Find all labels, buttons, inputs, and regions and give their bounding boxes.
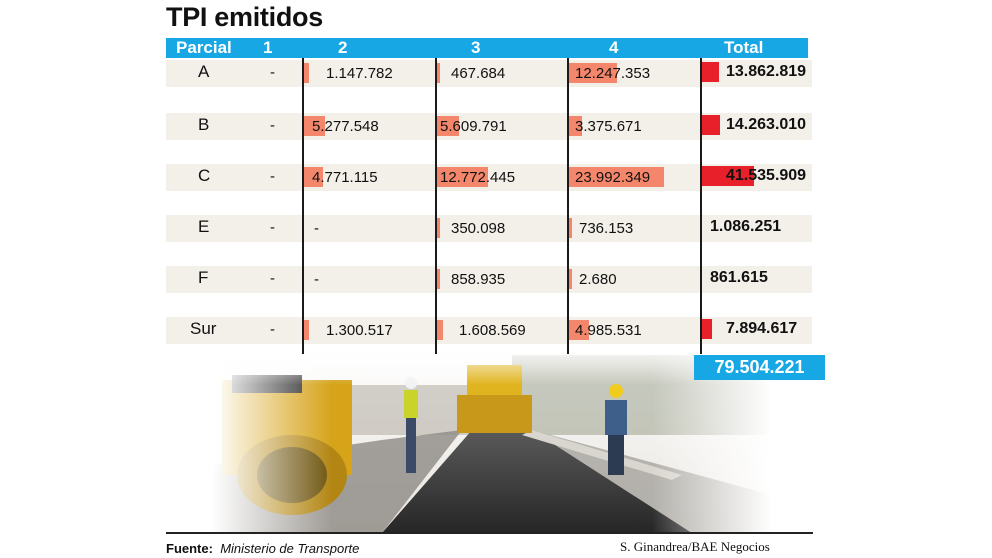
column-divider	[435, 58, 437, 354]
bar-c4	[569, 269, 572, 289]
bar-c2	[304, 63, 309, 83]
column-divider	[700, 58, 702, 354]
bar-c3	[437, 320, 443, 340]
cell-c2: 1.147.782	[326, 65, 393, 82]
row-label: A	[198, 62, 210, 81]
bar-c4	[569, 167, 664, 187]
row-label: Sur	[190, 319, 217, 338]
cell-c3: 350.098	[451, 220, 506, 237]
bar-c4	[569, 63, 617, 83]
source-note: Fuente: Ministerio de Transporte	[166, 541, 359, 556]
cell-c4: 4.985.531	[575, 322, 642, 339]
cell-c2: 4.771.115	[312, 169, 378, 186]
road-construction-photo	[212, 345, 772, 533]
grand-total: 79.504.221	[694, 355, 825, 380]
bar-total	[702, 319, 712, 339]
bar-c2	[304, 320, 309, 340]
cell-c3: 5.609.791	[440, 118, 507, 135]
column-divider	[302, 58, 304, 354]
header-total: Total	[724, 38, 764, 57]
cell-c4: 3.375.671	[575, 118, 642, 135]
row-label: C	[198, 166, 211, 185]
cell-total: 7.894.617	[726, 320, 798, 337]
cell-col-1: -	[270, 219, 275, 236]
cell-col-1: -	[270, 270, 275, 287]
cell-c2: -	[314, 220, 319, 237]
cell-c4: 736.153	[579, 220, 634, 237]
cell-c4: 2.680	[579, 271, 617, 288]
cell-total: 1.086.251	[710, 218, 782, 235]
bar-c4	[569, 320, 589, 340]
header-col-1: 1	[263, 38, 273, 57]
bar-total	[702, 115, 720, 135]
column-divider	[567, 58, 569, 354]
row-label: B	[198, 115, 210, 134]
footer-divider	[166, 532, 813, 534]
cell-c4: 23.992.349	[575, 169, 651, 186]
header-col-2: 2	[338, 38, 348, 57]
table-row	[166, 266, 812, 293]
cell-total: 13.862.819	[726, 63, 807, 80]
cell-col-1: -	[270, 117, 275, 134]
row-label: E	[198, 217, 210, 236]
bar-total	[702, 62, 719, 82]
cell-c4: 12.247.353	[575, 65, 651, 82]
source-label: Fuente:	[166, 541, 213, 556]
source-value: Ministerio de Transporte	[220, 541, 360, 556]
cell-c3: 1.608.569	[459, 322, 526, 339]
cell-c2: -	[314, 271, 319, 288]
row-label: F	[198, 268, 209, 287]
bar-c3	[437, 269, 440, 289]
cell-c3: 858.935	[451, 271, 506, 288]
bar-c3	[437, 63, 440, 83]
bar-c4	[569, 218, 572, 238]
cell-col-1: -	[270, 168, 275, 185]
cell-total: 41.535.909	[726, 167, 807, 184]
header-parcial: Parcial	[176, 38, 232, 57]
cell-c3: 12.772.445	[440, 169, 516, 186]
bar-c2	[304, 116, 325, 136]
cell-total: 861.615	[710, 269, 768, 286]
cell-total: 14.263.010	[726, 116, 807, 133]
bar-c3	[437, 167, 488, 187]
chart-title: TPI emitidos	[166, 2, 323, 32]
header-col-4: 4	[609, 38, 619, 57]
credit: S. Ginandrea/BAE Negocios	[620, 539, 770, 554]
cell-col-1: -	[270, 321, 275, 338]
table-header: Parcial 1 2 3 4 Total	[166, 38, 808, 58]
cell-c2: 1.300.517	[326, 322, 393, 339]
cell-col-1: -	[270, 64, 275, 81]
bar-c4	[569, 116, 582, 136]
bar-c2	[304, 167, 323, 187]
bar-c3	[437, 218, 440, 238]
header-col-3: 3	[471, 38, 481, 57]
cell-c3: 467.684	[451, 65, 506, 82]
table-row	[166, 215, 812, 242]
bar-c3	[437, 116, 459, 136]
cell-c2: 5.277.548	[312, 118, 379, 135]
bar-total	[702, 166, 754, 186]
